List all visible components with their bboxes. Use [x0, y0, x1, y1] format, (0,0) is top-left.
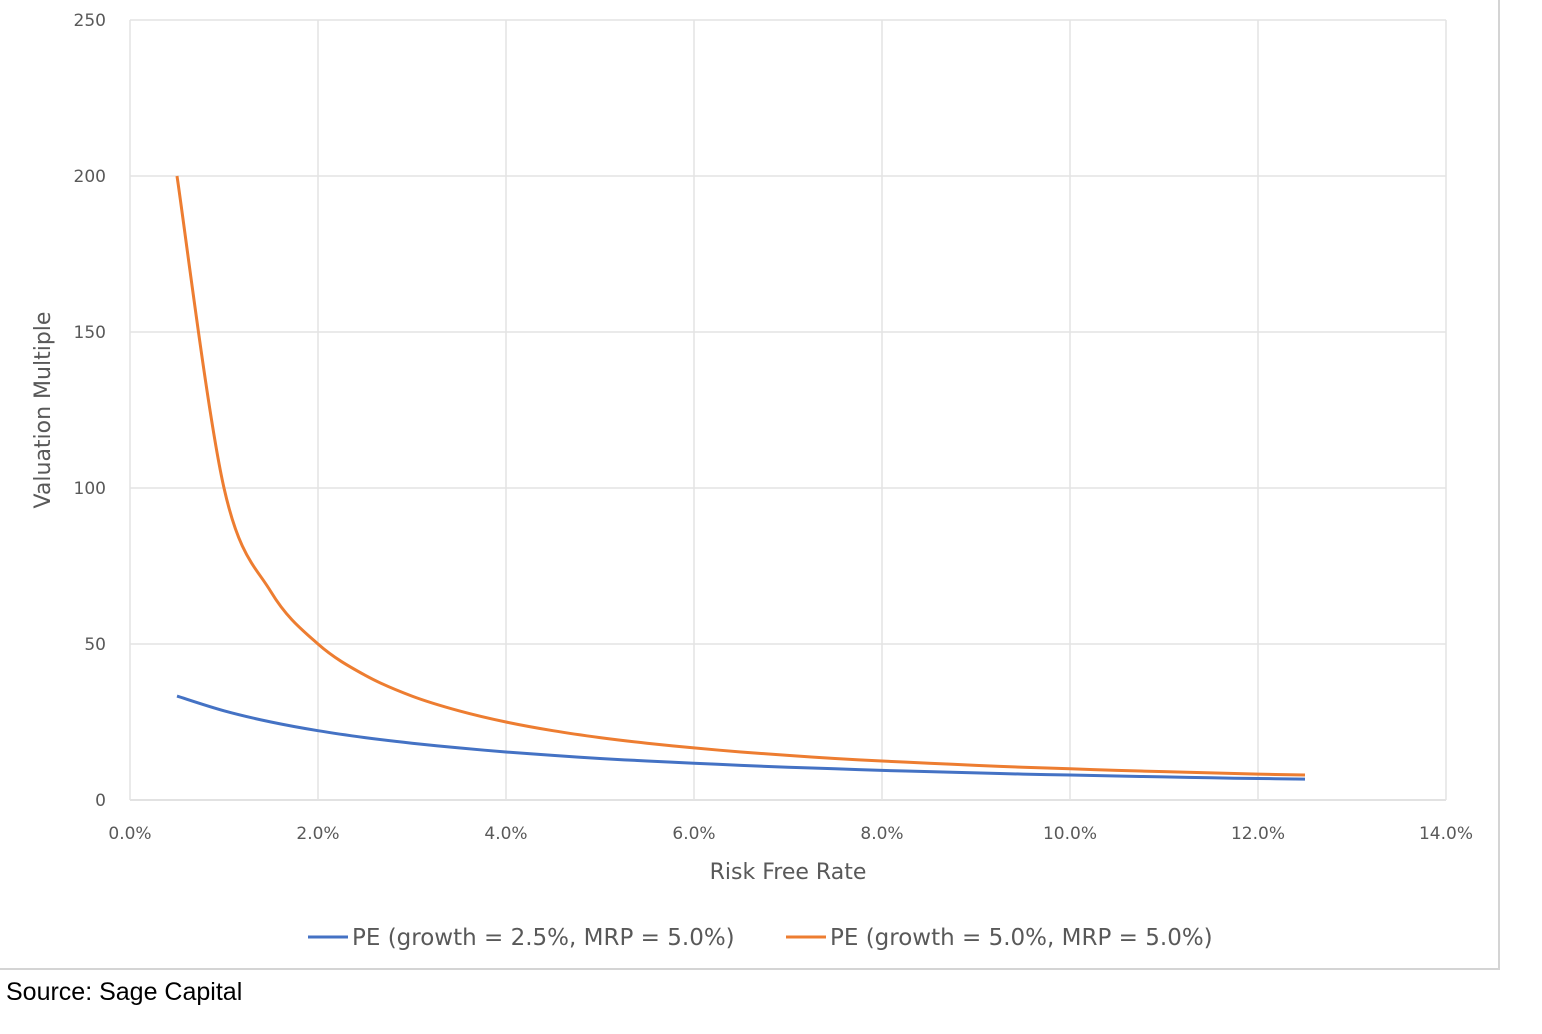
x-tick-label: 4.0% [484, 824, 527, 844]
x-axis-title: Risk Free Rate [710, 860, 867, 885]
x-tick-label: 12.0% [1231, 824, 1285, 844]
legend-label-1: PE (growth = 2.5%, MRP = 5.0%) [352, 925, 735, 951]
y-tick-label: 50 [84, 635, 106, 655]
y-tick-label: 200 [74, 167, 106, 187]
legend: PE (growth = 2.5%, MRP = 5.0%) PE (growth… [308, 925, 1213, 951]
chart-frame [0, 0, 1500, 970]
x-tick-label: 14.0% [1419, 824, 1473, 844]
series-lines [175, 175, 1306, 781]
source-note: Source: Sage Capital [6, 978, 243, 1006]
x-axis-ticks: 0.0% 2.0% 4.0% 6.0% 8.0% 10.0% 12.0% 14.0% [108, 824, 1473, 844]
gridlines [129, 19, 1447, 801]
y-tick-label: 250 [74, 11, 106, 31]
x-tick-label: 6.0% [672, 824, 715, 844]
y-tick-label: 150 [74, 323, 106, 343]
y-tick-label: 0 [95, 791, 106, 811]
x-tick-label: 0.0% [108, 824, 151, 844]
x-tick-label: 2.0% [296, 824, 339, 844]
series-line-1 [176, 694, 1306, 781]
x-tick-label: 10.0% [1043, 824, 1097, 844]
x-tick-label: 8.0% [860, 824, 903, 844]
legend-label-2: PE (growth = 5.0%, MRP = 5.0%) [830, 925, 1213, 951]
y-tick-label: 100 [74, 479, 106, 499]
y-axis-title: Valuation Multiple [31, 312, 56, 509]
series-line-2 [175, 175, 1306, 777]
y-axis-ticks: 0 50 100 150 200 250 [74, 11, 106, 811]
